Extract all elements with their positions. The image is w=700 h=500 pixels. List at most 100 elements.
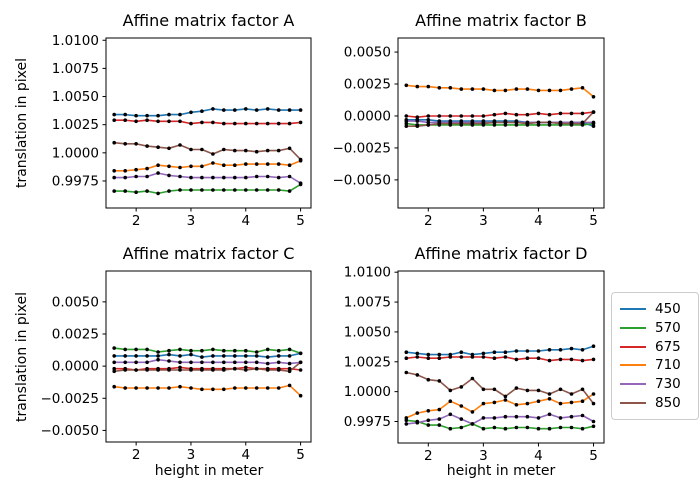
- data-point-marker-C-450: [112, 354, 116, 358]
- data-point-marker-D-730: [547, 412, 552, 417]
- data-point-marker-A-710: [189, 164, 193, 169]
- data-point-marker-C-675: [112, 366, 116, 371]
- data-point-marker-D-450: [558, 348, 563, 352]
- data-point-marker-D-710: [558, 401, 563, 406]
- x-tick-label-D: 4: [534, 448, 543, 464]
- data-point-marker-D-710: [470, 410, 475, 414]
- data-point-marker-B-710: [459, 87, 464, 91]
- data-point-marker-A-730: [254, 174, 259, 179]
- data-point-marker-C-730: [200, 360, 204, 365]
- data-point-marker-C-850: [123, 368, 127, 372]
- series-line-C-450: [114, 352, 301, 358]
- data-point-marker-B-570: [503, 123, 508, 127]
- data-point-marker-A-570: [134, 190, 138, 194]
- data-point-marker-C-570: [156, 350, 160, 354]
- data-point-marker-B-850: [426, 123, 431, 127]
- axes-frame-B: [397, 37, 605, 209]
- data-point-marker-B-850: [437, 121, 442, 126]
- data-point-marker-B-675: [536, 111, 541, 116]
- data-point-marker-A-710: [265, 162, 270, 166]
- data-point-marker-D-570: [591, 424, 596, 429]
- data-point-marker-C-710: [276, 386, 281, 390]
- data-point-marker-A-675: [244, 121, 248, 126]
- data-point-marker-D-730: [448, 412, 453, 417]
- data-point-marker-D-710: [525, 401, 530, 406]
- x-tick-label-C: 2: [132, 447, 141, 463]
- y-axis-label-top: translation in pixel: [14, 57, 30, 189]
- data-point-marker-B-675: [514, 112, 519, 117]
- data-point-marker-B-570: [492, 123, 497, 127]
- data-point-marker-B-675: [580, 111, 585, 116]
- data-point-marker-B-710: [481, 87, 486, 91]
- y-tick-label-A: 1.0000: [52, 145, 99, 161]
- data-point-marker-C-570: [265, 347, 270, 352]
- series-line-D-570: [406, 419, 594, 430]
- data-point-marker-B-450: [426, 118, 431, 122]
- subplot-b-title: Affine matrix factor B: [415, 11, 587, 30]
- data-point-marker-D-570: [569, 425, 574, 430]
- data-point-marker-A-730: [276, 175, 281, 180]
- data-point-marker-A-850: [287, 146, 292, 151]
- data-point-marker-D-710: [514, 403, 519, 407]
- data-point-marker-A-450: [112, 112, 116, 117]
- data-point-marker-A-850: [244, 148, 248, 153]
- data-point-marker-D-675: [503, 355, 508, 359]
- data-point-marker-C-730: [156, 357, 160, 362]
- data-point-marker-A-850: [265, 148, 270, 153]
- data-point-marker-D-710: [536, 399, 541, 404]
- legend-item-710: 710: [620, 356, 690, 374]
- data-point-marker-D-570: [536, 426, 541, 431]
- data-point-marker-B-570: [404, 121, 409, 126]
- data-point-marker-D-675: [580, 358, 585, 363]
- data-point-marker-A-710: [211, 161, 215, 165]
- data-point-marker-D-450: [481, 351, 486, 356]
- data-point-marker-A-675: [222, 121, 226, 126]
- legend-line-450: [620, 308, 646, 310]
- data-point-marker-B-850: [514, 120, 519, 125]
- data-point-marker-A-570: [189, 188, 193, 192]
- data-point-marker-D-675: [536, 356, 541, 361]
- data-point-marker-B-710: [591, 95, 596, 99]
- y-tick-label-C: 0.0000: [52, 359, 99, 375]
- data-point-marker-C-710: [189, 386, 193, 390]
- data-point-marker-A-675: [167, 119, 171, 124]
- data-point-marker-B-710: [569, 87, 574, 91]
- data-point-marker-D-675: [437, 356, 442, 361]
- series-line-D-450: [406, 345, 594, 356]
- data-point-marker-A-675: [298, 120, 303, 125]
- data-point-marker-D-570: [580, 426, 585, 431]
- data-point-marker-A-570: [233, 188, 237, 192]
- y-tick-label-B: −0.0050: [332, 172, 391, 188]
- data-point-marker-D-730: [569, 414, 574, 419]
- data-point-marker-C-710: [123, 386, 127, 390]
- series-line-D-850: [406, 371, 595, 405]
- data-point-marker-C-710: [211, 387, 215, 392]
- data-point-marker-D-730: [437, 417, 442, 421]
- data-point-marker-C-730: [222, 360, 226, 365]
- y-tick-label-A: 1.0025: [52, 117, 99, 133]
- series-line-C-850: [114, 361, 302, 373]
- data-point-marker-C-730: [244, 360, 248, 365]
- data-point-marker-C-570: [112, 346, 116, 350]
- data-point-marker-C-730: [112, 360, 116, 365]
- data-point-marker-B-675: [470, 114, 475, 118]
- data-point-marker-B-675: [492, 112, 497, 117]
- series-line-C-570: [114, 347, 301, 355]
- data-point-marker-B-675: [547, 112, 552, 117]
- data-point-marker-C-710: [134, 386, 138, 390]
- data-point-marker-C-570: [134, 347, 138, 352]
- data-point-marker-A-730: [167, 173, 171, 178]
- x-axis-label-right: height in meter: [446, 463, 556, 479]
- y-tick-label-B: −0.0025: [332, 140, 391, 156]
- data-point-marker-B-850: [459, 121, 464, 126]
- data-point-marker-D-850: [569, 392, 574, 396]
- data-point-marker-D-710: [404, 416, 409, 420]
- x-tick-label-B: 2: [424, 213, 433, 229]
- data-point-marker-A-570: [222, 188, 226, 192]
- data-point-marker-C-570: [189, 348, 193, 353]
- data-point-marker-C-730: [178, 360, 182, 365]
- x-tick-label-A: 2: [132, 213, 141, 229]
- data-point-marker-C-850: [167, 368, 171, 372]
- data-point-marker-D-730: [514, 414, 519, 419]
